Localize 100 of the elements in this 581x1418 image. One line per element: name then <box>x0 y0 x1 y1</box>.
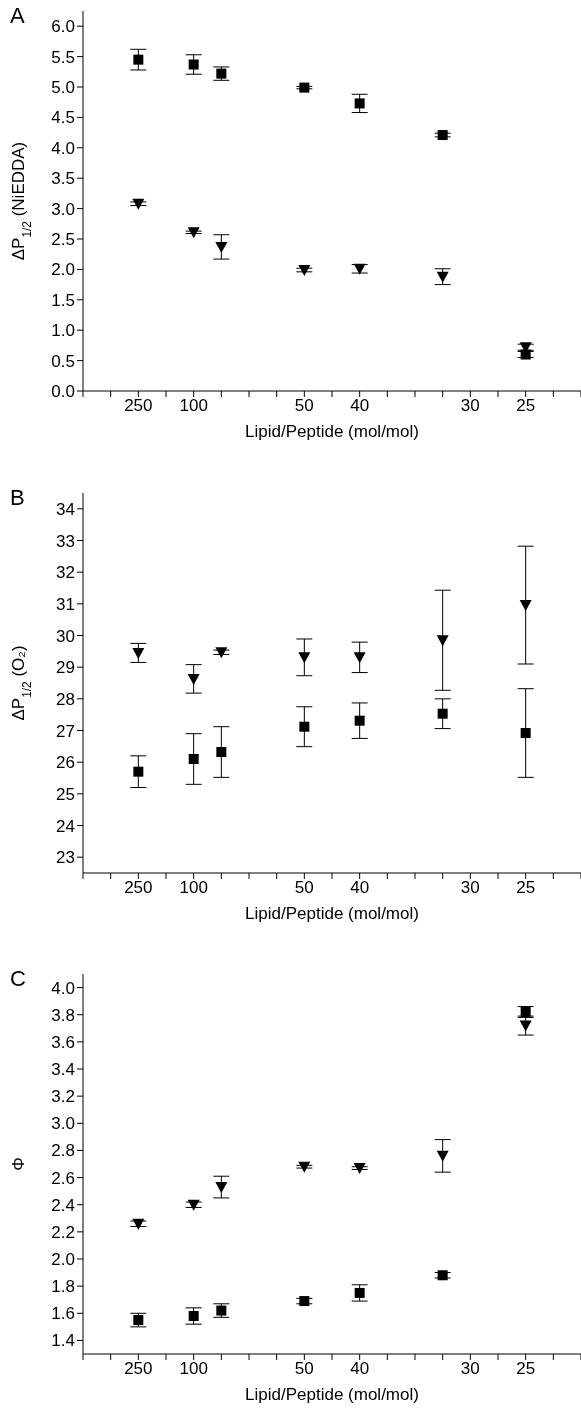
y-tick-label: 3.8 <box>51 1005 75 1025</box>
chart-title: C <box>10 966 26 992</box>
point <box>215 1182 228 1194</box>
y-tick-label: 3.4 <box>51 1060 75 1080</box>
point <box>299 1296 310 1307</box>
point <box>437 1270 448 1281</box>
y-tick-label: 3.0 <box>51 1114 75 1134</box>
x-tick-label: 40 <box>350 1359 370 1379</box>
point <box>216 1305 227 1316</box>
y-tick-label: 33 <box>56 531 75 551</box>
y-tick-label: 4.0 <box>51 138 75 158</box>
point <box>519 1020 532 1032</box>
x-tick-label: 100 <box>179 878 208 898</box>
x-axis-title: Lipid/Peptide (mol/mol) <box>245 1385 419 1404</box>
y-tick-label: 2.8 <box>51 1141 75 1161</box>
y-tick-label: 6.0 <box>51 17 75 37</box>
x-tick-label: 250 <box>124 878 153 898</box>
point <box>133 54 144 65</box>
point <box>188 59 199 70</box>
chart-title: B <box>10 485 25 511</box>
point <box>133 766 144 777</box>
point <box>437 130 448 141</box>
point <box>299 82 310 93</box>
y-tick-label: 2.4 <box>51 1195 75 1215</box>
point <box>132 1218 145 1230</box>
point <box>215 647 228 659</box>
x-tick-label: 30 <box>460 1359 480 1379</box>
x-tick-label: 25 <box>516 1359 536 1379</box>
point <box>298 652 311 664</box>
point <box>298 265 311 277</box>
point <box>187 227 200 239</box>
y-tick-label: 32 <box>56 563 75 583</box>
y-tick-label: 2.0 <box>51 260 75 280</box>
point <box>216 68 227 79</box>
point <box>520 728 531 739</box>
y-tick-label: 1.8 <box>51 1277 75 1297</box>
y-tick-label: 3.5 <box>51 169 75 189</box>
point <box>354 715 365 726</box>
y-tick-label: 1.6 <box>51 1304 75 1324</box>
point <box>354 1287 365 1298</box>
x-tick-label: 30 <box>460 396 480 416</box>
y-tick-label: 1.5 <box>51 290 75 310</box>
y-tick-label: 31 <box>56 594 75 614</box>
y-tick-label: 4.0 <box>51 978 75 998</box>
y-tick-label: 34 <box>56 499 75 519</box>
y-tick-label: 5.5 <box>51 47 75 67</box>
y-tick-label: 2.5 <box>51 230 75 250</box>
x-tick-label: 100 <box>179 396 208 416</box>
x-tick-label: 100 <box>179 1359 208 1379</box>
point <box>520 349 531 360</box>
y-tick-label: 0.0 <box>51 382 75 402</box>
y-tick-label: 26 <box>56 753 75 773</box>
y-tick-label: 27 <box>56 721 75 741</box>
point <box>187 673 200 685</box>
x-tick-label: 30 <box>460 878 480 898</box>
point <box>437 708 448 719</box>
point <box>133 1315 144 1326</box>
point <box>188 1311 199 1321</box>
x-axis-title: Lipid/Peptide (mol/mol) <box>245 904 419 923</box>
point <box>353 652 366 664</box>
point <box>298 1161 311 1173</box>
point <box>187 1199 200 1211</box>
point <box>188 754 199 764</box>
x-tick-label: 250 <box>124 396 153 416</box>
chart-title: A <box>10 3 25 29</box>
y-tick-label: 2.2 <box>51 1222 75 1242</box>
y-tick-label: 3.6 <box>51 1032 75 1052</box>
x-tick-label: 50 <box>294 396 314 416</box>
point <box>354 98 365 109</box>
y-tick-label: 4.5 <box>51 108 75 128</box>
x-tick-label: 50 <box>294 1359 314 1379</box>
point <box>436 1150 449 1162</box>
y-tick-label: 29 <box>56 658 75 678</box>
y-tick-label: 3.0 <box>51 199 75 219</box>
y-tick-label: 2.6 <box>51 1168 75 1188</box>
y-tick-label: 23 <box>56 848 75 868</box>
y-tick-label: 2.0 <box>51 1250 75 1270</box>
y-tick-label: 28 <box>56 689 75 709</box>
y-tick-label: 3.2 <box>51 1087 75 1107</box>
y-tick-label: 0.5 <box>51 351 75 371</box>
y-tick-label: 1.4 <box>51 1331 75 1351</box>
point <box>520 1007 531 1017</box>
y-tick-label: 24 <box>56 816 75 836</box>
x-tick-label: 250 <box>124 1359 153 1379</box>
x-tick-label: 50 <box>294 878 314 898</box>
point <box>353 1163 366 1175</box>
point <box>299 721 310 732</box>
point <box>436 635 449 647</box>
x-tick-label: 40 <box>350 878 370 898</box>
x-tick-label: 40 <box>350 396 370 416</box>
x-tick-label: 25 <box>516 396 536 416</box>
y-tick-label: 5.0 <box>51 78 75 98</box>
point <box>216 747 227 758</box>
point <box>519 600 532 612</box>
point <box>215 241 228 253</box>
y-tick-label: 30 <box>56 626 75 646</box>
x-tick-label: 25 <box>516 878 536 898</box>
x-axis-title: Lipid/Peptide (mol/mol) <box>245 422 419 441</box>
y-axis-title: Φ <box>9 1157 28 1171</box>
point <box>132 647 145 659</box>
